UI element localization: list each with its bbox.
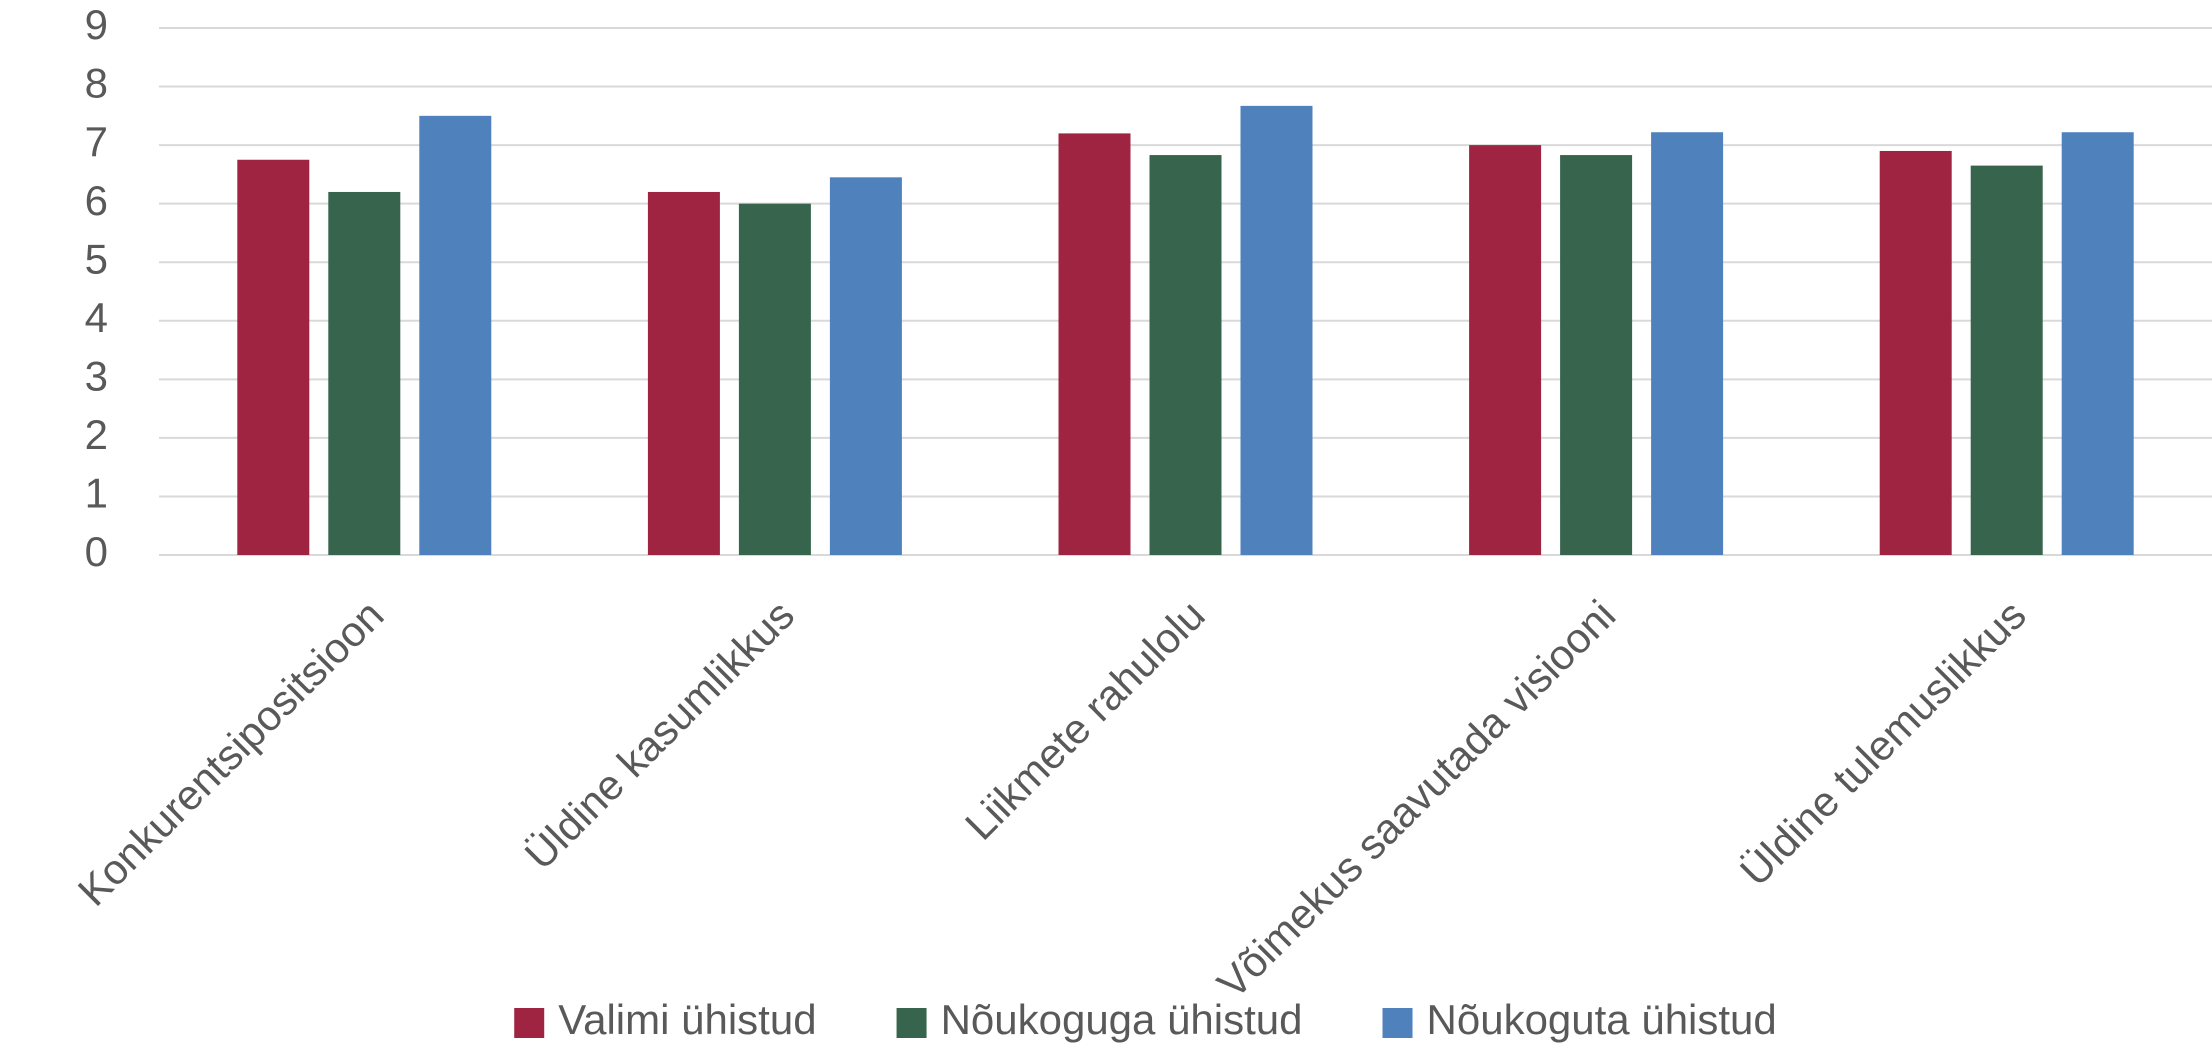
y-tick-label: 9 — [85, 1, 108, 48]
x-tick-label: Üldine kasumlikkus — [516, 591, 803, 878]
y-tick-label: 2 — [85, 411, 108, 458]
y-tick-label: 8 — [85, 60, 108, 107]
legend-swatch — [896, 1008, 927, 1038]
bar — [2061, 132, 2134, 555]
bar — [647, 191, 720, 555]
bar — [1469, 145, 1542, 555]
x-tick-label: Konkurentsipositsioon — [69, 591, 393, 915]
bar — [1149, 155, 1222, 555]
x-tick-label: Üldine tulemuslikkus — [1731, 591, 2035, 895]
y-tick-label: 0 — [85, 528, 108, 575]
y-tick-label: 6 — [85, 177, 108, 224]
legend-label: Nõukoguta ühistud — [1427, 996, 1777, 1043]
x-tick-label: Võimekus saavutada visiooni — [1208, 591, 1624, 1007]
bar — [419, 115, 492, 555]
bar — [1240, 105, 1313, 555]
bar — [1879, 150, 1952, 555]
y-tick-label: 1 — [85, 470, 108, 517]
legend-swatch — [514, 1008, 545, 1038]
legend-label: Nõukoguga ühistud — [941, 996, 1303, 1043]
x-tick-label: Liikmete rahulolu — [956, 591, 1214, 849]
legend: Valimi ühistud Nõukoguga ühistud Nõukoguta… — [514, 996, 1777, 1043]
bar — [237, 159, 310, 555]
bar — [738, 203, 811, 555]
y-tick-label: 7 — [85, 118, 108, 165]
bar — [1058, 133, 1131, 555]
bar — [1560, 155, 1633, 555]
bar — [328, 191, 401, 555]
legend-label: Valimi ühistud — [558, 996, 816, 1043]
y-tick-label: 3 — [85, 352, 108, 399]
y-tick-label: 5 — [85, 235, 108, 282]
legend-swatch — [1382, 1008, 1413, 1038]
y-tick-label: 4 — [85, 294, 108, 341]
bar — [829, 177, 902, 556]
bar — [1651, 132, 1724, 555]
bar — [1970, 165, 2043, 555]
